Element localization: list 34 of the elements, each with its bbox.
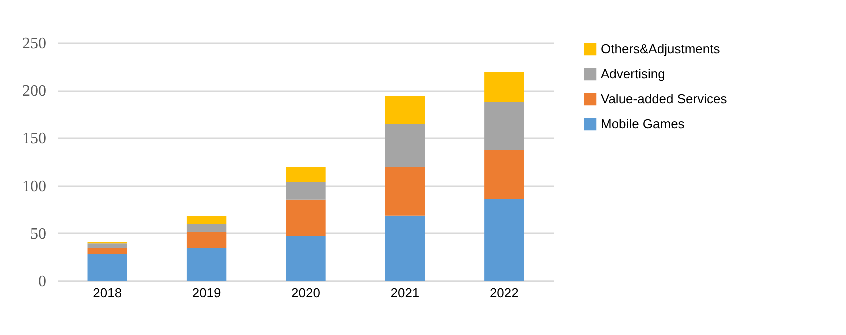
bar xyxy=(186,224,227,232)
bar xyxy=(385,96,426,124)
bar xyxy=(385,216,426,281)
bar xyxy=(88,254,128,281)
bar xyxy=(484,72,524,102)
legend-label: Mobile Games xyxy=(601,116,686,132)
bar xyxy=(286,182,326,200)
y-tick-label: 0 xyxy=(38,274,46,290)
bar xyxy=(484,199,524,281)
bar xyxy=(484,102,524,150)
y-tick-label: 100 xyxy=(22,178,46,196)
bar xyxy=(385,124,426,168)
y-tick-label: 250 xyxy=(22,36,46,52)
y-tick-label: 50 xyxy=(30,226,46,243)
bar xyxy=(286,200,326,236)
x-tick-label: 2022 xyxy=(490,286,519,300)
legend-label: Others&Adjustments xyxy=(601,42,721,56)
bar xyxy=(186,248,227,281)
x-tick-label: 2018 xyxy=(93,286,122,300)
x-tick-label: 2019 xyxy=(192,286,222,300)
y-tick-label: 200 xyxy=(22,83,46,100)
bar xyxy=(186,216,227,224)
bar xyxy=(286,236,326,281)
legend-label: Advertising xyxy=(601,66,666,82)
x-tick-label: 2020 xyxy=(292,286,320,300)
bar xyxy=(385,168,426,216)
bar xyxy=(484,150,524,200)
legend-label: Value-added Services xyxy=(601,92,728,106)
y-tick-label: 150 xyxy=(22,130,46,148)
bar xyxy=(88,248,128,254)
bar xyxy=(186,232,227,248)
bar xyxy=(88,244,128,248)
bar xyxy=(286,168,326,182)
x-tick-label: 2021 xyxy=(390,286,420,300)
